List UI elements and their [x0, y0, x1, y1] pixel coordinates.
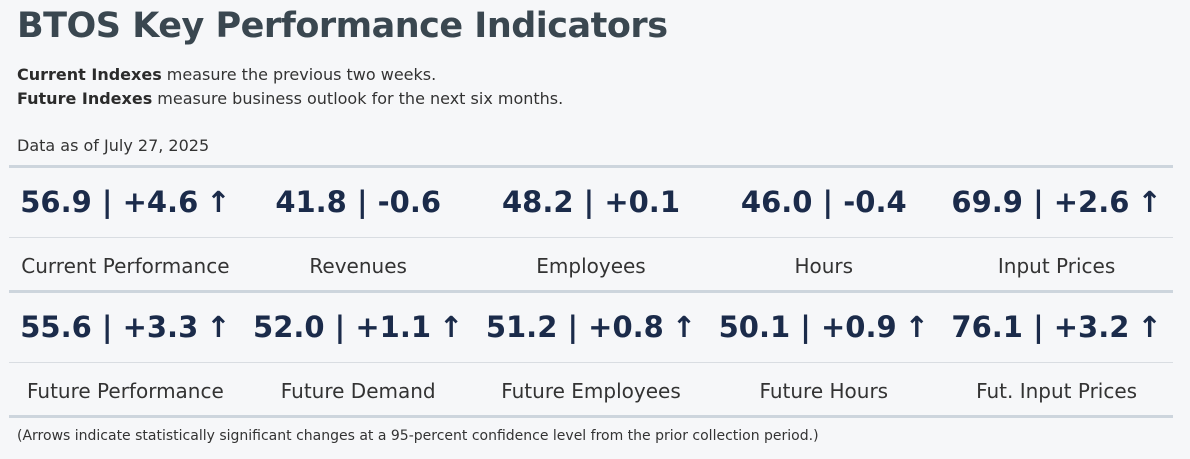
kpi-label-future-performance: Future Performance	[27, 379, 224, 403]
footnote: (Arrows indicate statistically significa…	[17, 428, 819, 444]
up-arrow-icon: ↑	[1137, 310, 1162, 344]
data-as-of-date: Data as of July 27, 2025	[17, 136, 210, 155]
kpi-label-hours: Hours	[794, 254, 854, 278]
kpi-value-revenues: 41.8 | -0.6	[275, 185, 442, 219]
future-labels-row: Future Performance Future Demand Future …	[9, 379, 1173, 403]
future-indexes-text: measure business outlook for the next si…	[152, 89, 564, 108]
current-values-row: 56.9 | +4.6 ↑ 41.8 | -0.6 48.2 | +0.1 46.…	[9, 185, 1173, 219]
kpi-value-future-performance: 55.6 | +3.3 ↑	[20, 310, 231, 344]
kpi-value-employees: 48.2 | +0.1	[501, 185, 680, 219]
kpi-value-fut-input-prices: 76.1 | +3.2 ↑	[951, 310, 1162, 344]
kpi-label-future-employees: Future Employees	[501, 379, 681, 403]
kpi-value-hours: 46.0 | -0.4	[740, 185, 907, 219]
page-title: BTOS Key Performance Indicators	[17, 6, 668, 46]
section-rule	[9, 290, 1173, 293]
table-top-rule	[9, 165, 1173, 168]
kpi-label-revenues: Revenues	[309, 254, 407, 278]
kpi-label-current-performance: Current Performance	[21, 254, 230, 278]
kpi-label-input-prices: Input Prices	[997, 254, 1116, 278]
kpi-value-future-hours: 50.1 | +0.9 ↑	[718, 310, 929, 344]
kpi-label-fut-input-prices: Fut. Input Prices	[976, 379, 1138, 403]
current-indexes-term: Current Indexes	[17, 65, 162, 84]
up-arrow-icon: ↑	[439, 310, 464, 344]
future-indexes-description: Future Indexes measure business outlook …	[17, 89, 563, 108]
kpi-value-input-prices: 69.9 | +2.6 ↑	[951, 185, 1162, 219]
up-arrow-icon: ↑	[904, 310, 929, 344]
up-arrow-icon: ↑	[206, 310, 231, 344]
kpi-label-future-demand: Future Demand	[280, 379, 436, 403]
kpi-label-employees: Employees	[536, 254, 646, 278]
up-arrow-icon: ↑	[206, 185, 231, 219]
kpi-value-current-performance: 56.9 | +4.6 ↑	[20, 185, 231, 219]
current-indexes-description: Current Indexes measure the previous two…	[17, 65, 436, 84]
row-divider	[9, 237, 1173, 238]
kpi-value-future-employees: 51.2 | +0.8 ↑	[485, 310, 697, 344]
future-indexes-term: Future Indexes	[17, 89, 153, 108]
kpi-label-future-hours: Future Hours	[759, 379, 889, 403]
kpi-value-future-demand: 52.0 | +1.1 ↑	[253, 310, 464, 344]
row-divider	[9, 362, 1173, 363]
up-arrow-icon: ↑	[671, 310, 697, 344]
up-arrow-icon: ↑	[1137, 185, 1162, 219]
future-values-row: 55.6 | +3.3 ↑ 52.0 | +1.1 ↑ 51.2 | +0.8 ↑ 5…	[9, 310, 1173, 344]
current-indexes-text: measure the previous two weeks.	[161, 65, 437, 84]
current-labels-row: Current Performance Revenues Employees H…	[9, 254, 1173, 278]
table-bottom-rule	[9, 415, 1173, 418]
